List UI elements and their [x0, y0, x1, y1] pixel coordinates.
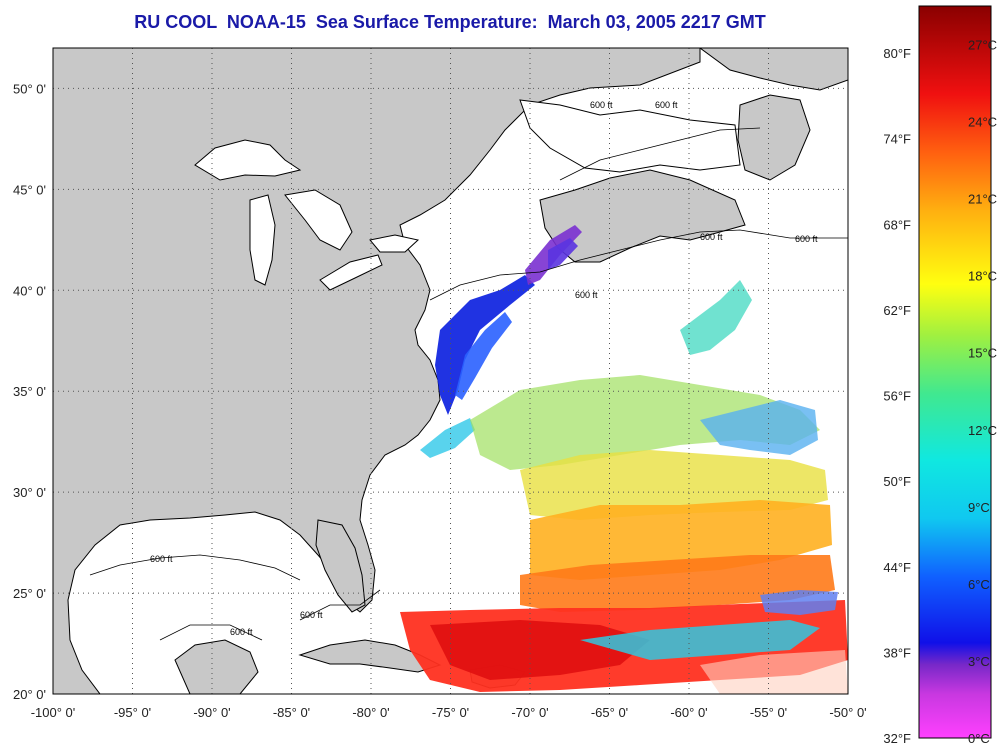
longitude-tick-label: -70° 0': [511, 705, 548, 720]
chart-title: RU COOL NOAA-15 Sea Surface Temperature:…: [134, 12, 766, 32]
labrador-coast: [699, 48, 848, 91]
temperature-colorbar: [918, 5, 992, 739]
longitude-tick-label: -100° 0': [31, 705, 76, 720]
longitude-tick-label: -90° 0': [193, 705, 230, 720]
latitude-tick-label: 50° 0': [13, 81, 46, 96]
colorbar-celsius-label: 21°C: [968, 192, 997, 207]
map-frame: [52, 47, 849, 695]
colorbar-celsius-label: 27°C: [968, 38, 997, 53]
colorbar-fahrenheit-label: 44°F: [883, 560, 911, 575]
colorbar-fahrenheit-label: 62°F: [883, 303, 911, 318]
isobath-label: 600 ft: [300, 610, 323, 620]
colorbar-celsius-label: 12°C: [968, 423, 997, 438]
isobath-label: 600 ft: [655, 100, 678, 110]
longitude-tick-label: -95° 0': [114, 705, 151, 720]
longitude-tick-labels: -100° 0' -95° 0' -90° 0' -85° 0' -80° 0' -75°…: [31, 705, 867, 720]
latitude-tick-label: 40° 0': [13, 283, 46, 298]
latitude-tick-label: 25° 0': [13, 586, 46, 601]
isobath-label: 600 ft: [590, 100, 613, 110]
colorbar-celsius-label: 15°C: [968, 346, 997, 361]
north-america-landmass: [53, 48, 701, 694]
colorbar-fahrenheit-label: 56°F: [883, 389, 911, 404]
lake-erie: [319, 254, 383, 291]
longitude-tick-label: -65° 0': [591, 705, 628, 720]
longitude-tick-label: -80° 0': [352, 705, 389, 720]
latitude-tick-label: 35° 0': [13, 384, 46, 399]
colorbar-fahrenheit-label: 38°F: [883, 645, 911, 660]
longitude-tick-label: -75° 0': [432, 705, 469, 720]
newfoundland: [737, 94, 811, 181]
colorbar-fahrenheit-label: 80°F: [883, 46, 911, 61]
lake-superior: [194, 139, 302, 181]
colorbar-celsius-labels: 27°C 24°C 21°C 18°C 15°C 12°C 9°C 6°C 3°C 0°C: [968, 38, 997, 746]
colorbar-fahrenheit-label: 32°F: [883, 731, 911, 746]
longitude-tick-label: -50° 0': [829, 705, 866, 720]
latitude-tick-labels: 50° 0' 45° 0' 40° 0' 35° 0' 30° 0' 25° 0' 20° …: [13, 81, 46, 702]
colorbar-celsius-label: 3°C: [968, 654, 990, 669]
isobath-label: 600 ft: [150, 554, 173, 564]
longitude-tick-label: -85° 0': [273, 705, 310, 720]
yucatan-peninsula: [174, 639, 259, 694]
longitude-tick-label: -60° 0': [670, 705, 707, 720]
colorbar-celsius-label: 6°C: [968, 577, 990, 592]
colorbar-fahrenheit-label: 50°F: [883, 474, 911, 489]
colorbar-celsius-label: 9°C: [968, 500, 990, 515]
isobath-label: 600 ft: [795, 234, 818, 244]
sst-data-layer: [400, 225, 848, 694]
latitude-tick-label: 45° 0': [13, 182, 46, 197]
isobath-label: 600 ft: [230, 627, 253, 637]
longitude-tick-label: -55° 0': [750, 705, 787, 720]
isobath-600ft-contours: [89, 127, 848, 641]
lake-huron: [284, 189, 353, 251]
colorbar-celsius-label: 18°C: [968, 269, 997, 284]
latitude-tick-label: 30° 0': [13, 485, 46, 500]
colorbar-fahrenheit-labels: 80°F 74°F 68°F 62°F 56°F 50°F 44°F 38°F 32°F: [883, 46, 911, 746]
isobath-labels: 600 ft 600 ft 600 ft 600 ft 600 ft 600 f…: [150, 100, 818, 637]
isobath-label: 600 ft: [700, 232, 723, 242]
colorbar-celsius-label: 24°C: [968, 115, 997, 130]
lake-ontario: [369, 234, 420, 253]
florida-peninsula: [315, 519, 366, 613]
gulf-of-st-lawrence: [519, 99, 741, 173]
colorbar-fahrenheit-label: 74°F: [883, 132, 911, 147]
lake-michigan: [249, 194, 276, 286]
colorbar-celsius-label: 0°C: [968, 731, 990, 746]
latitude-tick-label: 20° 0': [13, 687, 46, 702]
isobath-label: 600 ft: [575, 290, 598, 300]
colorbar-fahrenheit-label: 68°F: [883, 217, 911, 232]
